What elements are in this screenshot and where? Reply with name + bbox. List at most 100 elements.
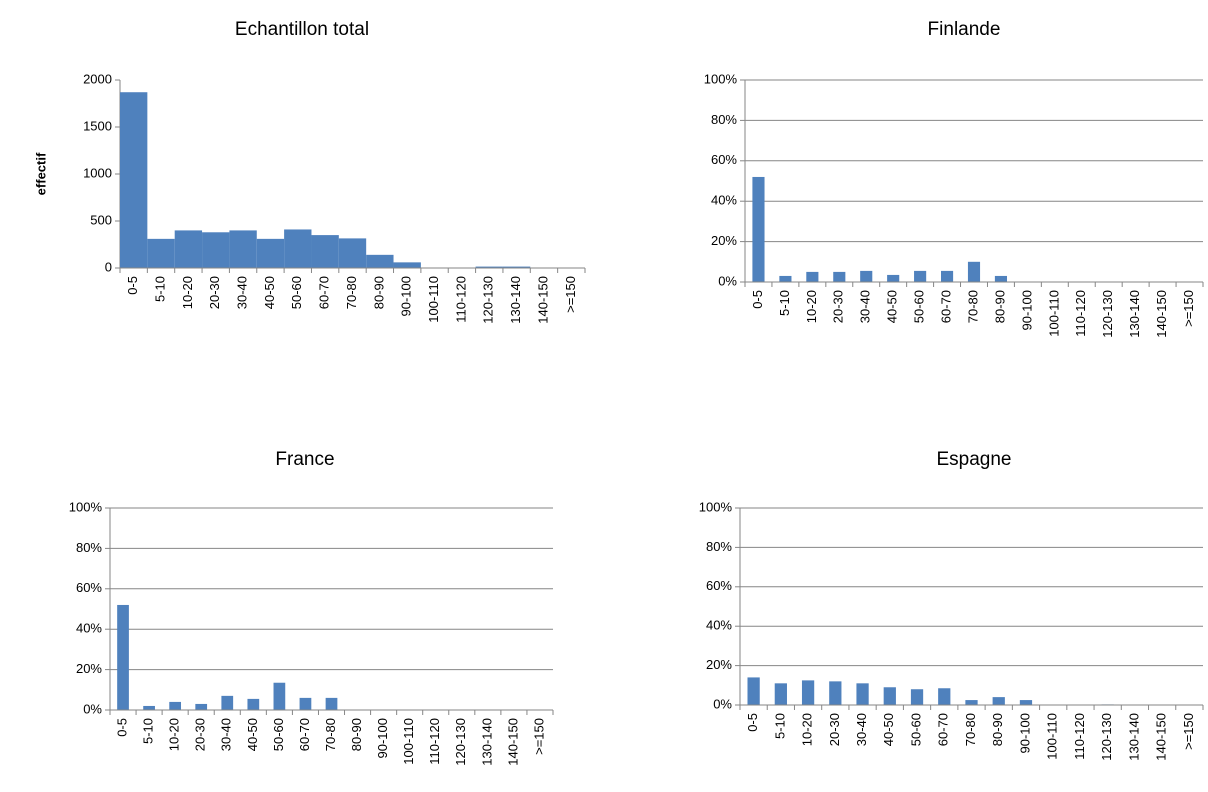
x-tick-label: 5-10 <box>141 718 156 744</box>
bar <box>752 176 765 282</box>
x-tick-label: 10-20 <box>800 713 815 746</box>
bar <box>338 238 367 268</box>
x-tick-label: 5-10 <box>772 713 787 739</box>
bar <box>202 232 230 268</box>
x-tick-label: 100-110 <box>1046 290 1061 337</box>
x-tick-label: >=150 <box>1181 713 1196 750</box>
bar <box>1019 700 1033 705</box>
bar <box>273 682 286 710</box>
bar <box>143 705 155 710</box>
x-tick-label: 5-10 <box>152 276 167 302</box>
y-tick-label: 1000 <box>83 165 112 180</box>
bar <box>366 254 394 268</box>
x-tick-label: 10-20 <box>180 276 195 309</box>
y-tick-label: 20% <box>76 661 102 676</box>
x-tick-label: 10-20 <box>167 718 182 751</box>
x-tick-label: 90-100 <box>1017 713 1032 753</box>
x-tick-label: 40-50 <box>885 290 900 323</box>
x-tick-label: 90-100 <box>375 718 390 758</box>
x-tick-label: 80-90 <box>349 718 364 751</box>
x-tick-label: 50-60 <box>912 290 927 323</box>
x-tick-label: 60-70 <box>317 276 332 309</box>
bar <box>994 275 1008 282</box>
y-tick-label: 100% <box>704 71 738 86</box>
bar <box>860 270 873 282</box>
x-tick-label: 30-40 <box>858 290 873 323</box>
y-tick-label: 80% <box>711 112 737 127</box>
bar <box>311 235 339 268</box>
bar <box>393 262 421 268</box>
x-tick-label: 50-60 <box>271 718 286 751</box>
bar <box>774 683 787 705</box>
x-tick-label: 120-130 <box>1099 713 1114 761</box>
chart-title: Echantillon total <box>235 19 369 40</box>
bar <box>806 271 819 282</box>
x-tick-label: 50-60 <box>908 713 923 746</box>
x-tick-label: 0-5 <box>114 718 129 737</box>
x-tick-label: 30-40 <box>235 276 250 309</box>
x-tick-label: 30-40 <box>854 713 869 746</box>
x-tick-label: 0-5 <box>125 276 140 295</box>
x-tick-label: 20-30 <box>831 290 846 323</box>
x-tick-label: 100-110 <box>1045 713 1060 760</box>
x-tick-label: 40-50 <box>881 713 896 746</box>
bar <box>833 271 846 282</box>
bar <box>992 697 1005 705</box>
bar <box>229 230 257 268</box>
x-tick-label: 140-150 <box>505 718 520 766</box>
x-tick-label: 10-20 <box>804 290 819 323</box>
bar <box>284 229 312 268</box>
x-tick-label: 20-30 <box>193 718 208 751</box>
y-tick-label: 60% <box>711 152 737 167</box>
chart-title: France <box>275 449 334 470</box>
bar <box>120 92 148 268</box>
y-tick-label: 80% <box>76 540 102 555</box>
x-tick-label: 100-110 <box>426 276 441 323</box>
bar <box>887 274 900 282</box>
y-tick-label: 100% <box>69 499 103 514</box>
bar <box>256 238 285 268</box>
x-tick-label: 120-130 <box>481 276 496 324</box>
bar <box>147 238 175 268</box>
y-tick-label: 0% <box>718 273 737 288</box>
y-tick-label: 80% <box>706 539 732 554</box>
x-tick-label: >=150 <box>1181 290 1196 327</box>
x-tick-label: 80-90 <box>371 276 386 309</box>
y-tick-label: 0 <box>105 259 112 274</box>
y-tick-label: 100% <box>699 499 733 514</box>
y-tick-label: 500 <box>90 212 112 227</box>
x-tick-label: 110-120 <box>1072 713 1087 760</box>
x-tick-label: 60-70 <box>936 713 951 746</box>
x-tick-label: 110-120 <box>427 718 442 765</box>
bar <box>967 261 981 282</box>
y-tick-label: 60% <box>706 578 732 593</box>
bar <box>195 703 208 710</box>
y-tick-label: 20% <box>706 657 732 672</box>
x-tick-label: 140-150 <box>1154 713 1169 761</box>
bar <box>856 683 869 705</box>
x-tick-label: 120-130 <box>453 718 468 766</box>
bar <box>940 270 954 282</box>
x-tick-label: 60-70 <box>938 290 953 323</box>
bar <box>325 697 338 710</box>
bar <box>910 689 924 705</box>
x-tick-label: 50-60 <box>289 276 304 309</box>
x-tick-label: 130-140 <box>479 718 494 766</box>
x-tick-label: 110-120 <box>453 276 468 323</box>
x-tick-label: 80-90 <box>990 713 1005 746</box>
x-tick-label: 40-50 <box>245 718 260 751</box>
chart-title: Espagne <box>936 449 1011 470</box>
y-tick-label: 2000 <box>83 71 112 86</box>
y-axis-label: effectif <box>33 152 48 195</box>
x-tick-label: 90-100 <box>399 276 414 316</box>
y-tick-label: 0% <box>83 701 102 716</box>
y-tick-label: 1500 <box>83 118 112 133</box>
y-tick-label: 20% <box>711 233 737 248</box>
x-tick-label: 5-10 <box>777 290 792 316</box>
bar <box>475 266 503 268</box>
y-tick-label: 40% <box>706 618 732 633</box>
bar <box>299 697 312 710</box>
x-tick-label: 90-100 <box>1019 290 1034 330</box>
bar <box>779 275 792 282</box>
